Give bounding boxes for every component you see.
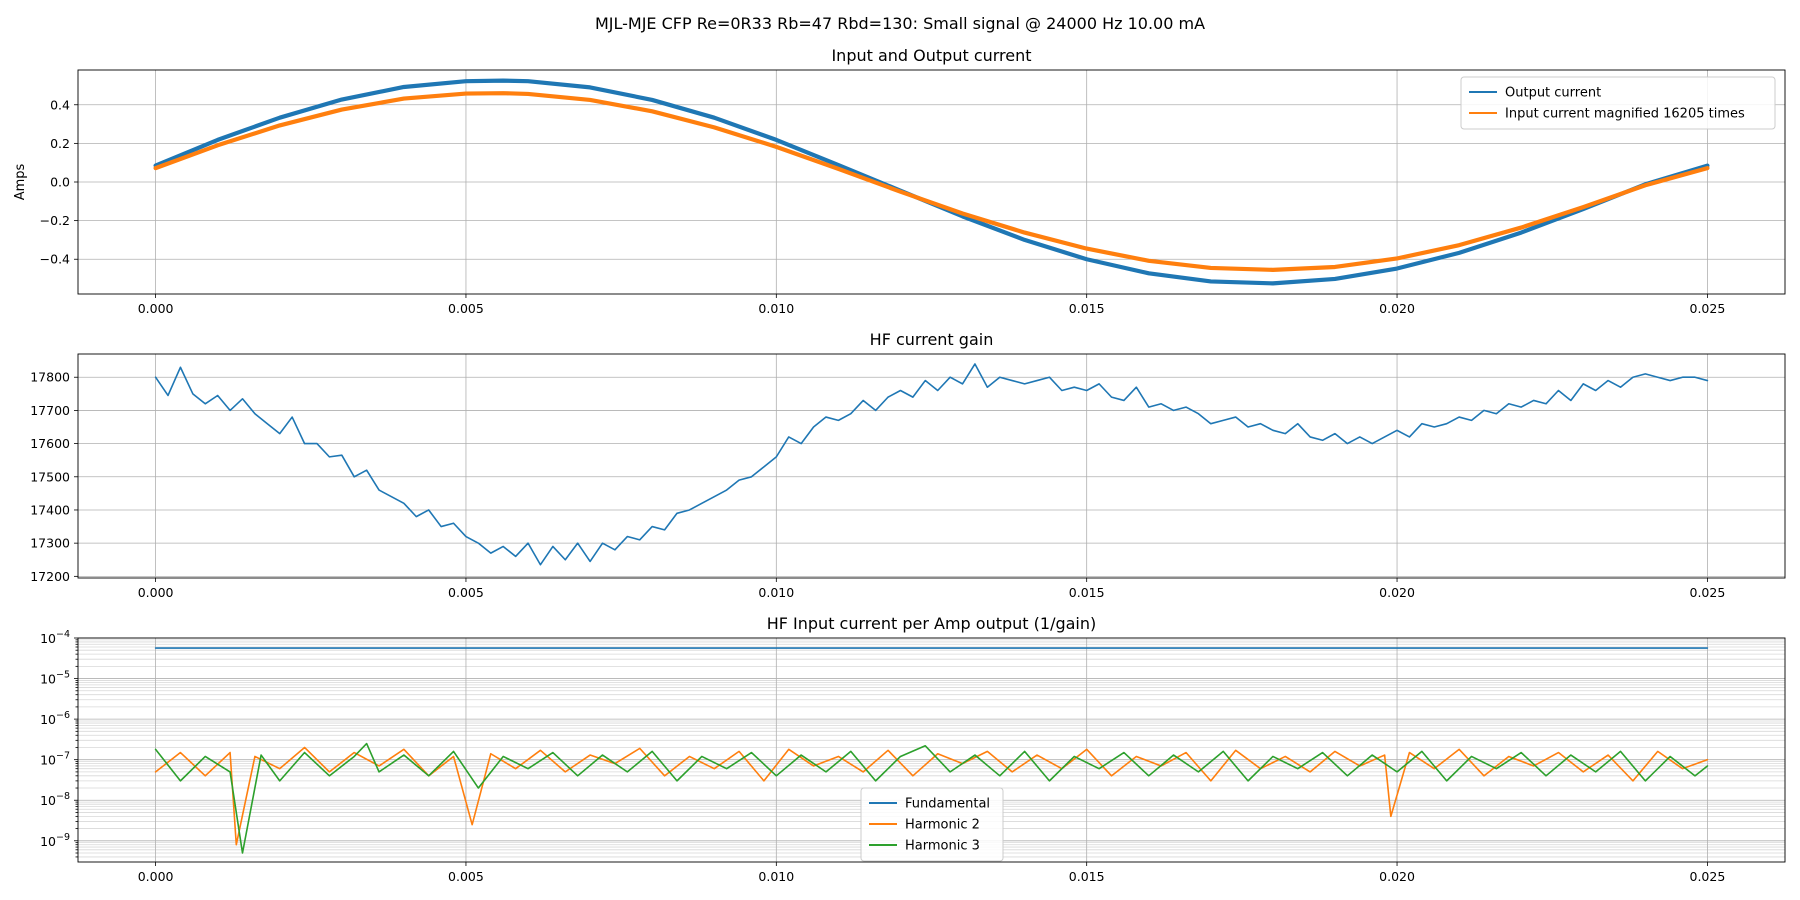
panel-3-x-tick-label: 0.020 — [1379, 869, 1415, 884]
panel-2-series-1-line — [154, 363, 1709, 566]
panel-3-x-tick-label: 0.010 — [758, 869, 794, 884]
panel-2-x-tick-label: 0.015 — [1069, 585, 1105, 600]
panel-3-y-tick-label: 10−5 — [40, 670, 70, 687]
panel-3-series-3-line — [154, 742, 1709, 854]
panel-3-x-tick-label: 0.000 — [138, 869, 174, 884]
panel-1-y-tick-label: −0.2 — [40, 213, 70, 228]
panel-1-y-tick-label: 0.0 — [50, 175, 70, 190]
panel-2-title: HF current gain — [869, 330, 994, 349]
panel-2-axes: 0.000 0.005 0.010 0.015 0.020 0.025 17200 17300… — [30, 353, 1786, 600]
panel-3-frame — [77, 637, 1786, 863]
panel-3-series-2-line — [154, 746, 1709, 846]
panel-2-x-tick-label: 0.025 — [1690, 585, 1726, 600]
panel-2-series-group — [154, 363, 1709, 566]
panel-3-legend-label: Fundamental — [905, 797, 990, 812]
panel-1-axes: 0.000 0.005 0.010 0.015 0.020 0.025 −0.4 −0.2 0.… — [13, 69, 1786, 316]
panel-3-axes: 0.000 0.005 0.010 0.015 0.020 0.025 10−9 10−8 10… — [40, 629, 1786, 884]
panel-3-legend-box — [860, 787, 1004, 862]
panel-1-series-group — [153, 78, 1710, 286]
panel-1-legend-box — [1460, 76, 1776, 130]
figure-suptitle: MJL-MJE CFP Re=0R33 Rb=47 Rbd=130: Small… — [594, 14, 1206, 33]
panel-1-x-tick-label: 0.015 — [1069, 301, 1105, 316]
panel-2-frame — [77, 353, 1786, 579]
panel-3-x-tick-label: 0.005 — [448, 869, 484, 884]
panel-1-x-tick-label: 0.025 — [1690, 301, 1726, 316]
panel-1-y-axis-label: Amps — [13, 163, 28, 200]
panel-2-x-tick-label: 0.005 — [448, 585, 484, 600]
panel-3-series-group — [154, 647, 1709, 854]
panel-2-y-tick-label: 17800 — [30, 370, 70, 385]
panel-3-y-tick-label: 10−6 — [40, 710, 70, 727]
panel-3-x-tick-label: 0.015 — [1069, 869, 1105, 884]
panel-3-y-tick-label: 10−7 — [40, 751, 70, 768]
panel-2-y-tick-label: 17700 — [30, 403, 70, 418]
panel-1-x-tick-label: 0.005 — [448, 301, 484, 316]
panel-1-series-2-line — [153, 91, 1710, 272]
panel-2-x-tick-label: 0.020 — [1379, 585, 1415, 600]
panel-2-y-tick-label: 17400 — [30, 502, 70, 517]
panel-2-y-tick-label: 17600 — [30, 436, 70, 451]
panel-1-y-tick-label: 0.4 — [50, 97, 70, 112]
panel-1-title: Input and Output current — [831, 46, 1032, 65]
panel-3-legend-label: Harmonic 2 — [905, 818, 980, 833]
panel-3-title: HF Input current per Amp output (1/gain) — [766, 614, 1097, 633]
panel-3-y-tick-label: 10−4 — [40, 629, 70, 646]
panel-1-x-tick-label: 0.010 — [758, 301, 794, 316]
panel-1-legend: Output current Input current magnified 16… — [1460, 76, 1776, 130]
panel-2-x-tick-label: 0.000 — [138, 585, 174, 600]
panel-1-y-tick-label: 0.2 — [50, 136, 70, 151]
panel-3-y-tick-label: 10−8 — [40, 791, 70, 808]
panel-3-legend: Fundamental Harmonic 2 Harmonic 3 — [860, 787, 1004, 862]
panel-2-y-tick-label: 17500 — [30, 469, 70, 484]
panel-1-legend-label: Input current magnified 16205 times — [1505, 107, 1745, 122]
panel-1-x-tick-label: 0.000 — [138, 301, 174, 316]
panel-1-legend-label: Output current — [1505, 86, 1601, 101]
panel-3-legend-label: Harmonic 3 — [905, 839, 980, 854]
panel-2-y-tick-label: 17200 — [30, 569, 70, 584]
panel-3-y-tick-label: 10−9 — [40, 832, 70, 849]
panel-3-x-tick-label: 0.025 — [1690, 869, 1726, 884]
panel-1-frame — [77, 69, 1786, 295]
panel-2-x-tick-label: 0.010 — [758, 585, 794, 600]
panel-1-x-tick-label: 0.020 — [1379, 301, 1415, 316]
panel-2-y-tick-label: 17300 — [30, 536, 70, 551]
panel-1-y-tick-label: −0.4 — [40, 252, 70, 267]
